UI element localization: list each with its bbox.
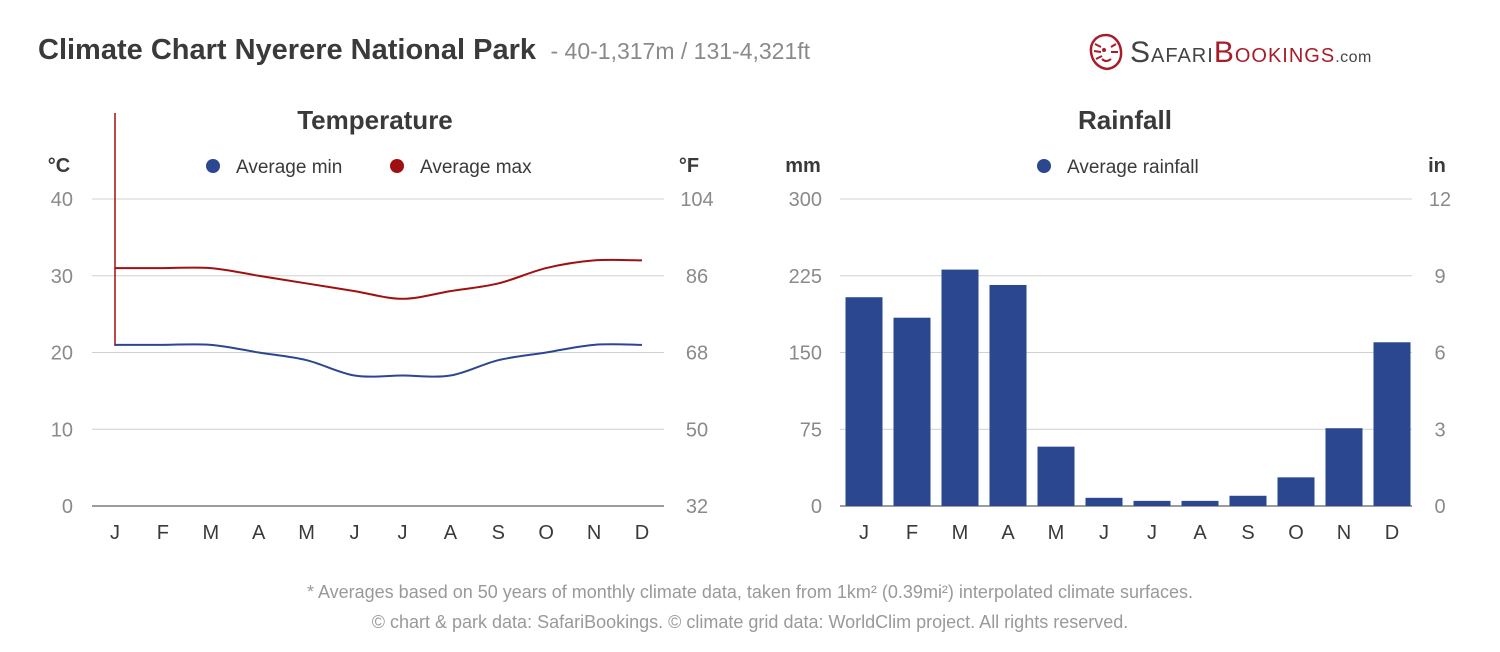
temperature-lines [114, 258, 643, 378]
page-title: Climate Chart Nyerere National Park [38, 34, 537, 66]
x-tick-label: A [444, 522, 458, 544]
temperature-legend: Average min Average max [206, 157, 532, 178]
rainfall-bars [845, 269, 1411, 506]
rainfall-legend: Average rainfall [1037, 157, 1199, 178]
y-tick-label-left: 225 [789, 266, 822, 288]
y-tick-label-left: 30 [51, 266, 73, 288]
y-tick-label-right: 32 [686, 496, 708, 518]
temperature-title: Temperature [297, 105, 453, 135]
brand-safari: S [1130, 36, 1152, 69]
average-min-line [114, 343, 643, 378]
lion-icon [1089, 33, 1123, 71]
x-tick-label: M [202, 522, 219, 544]
x-tick-label: J [350, 522, 360, 544]
x-tick-label: O [538, 522, 554, 544]
x-tick-label: M [298, 522, 315, 544]
x-tick-label: J [859, 522, 869, 544]
celsius-unit-label: °C [48, 155, 70, 177]
brand-wordmark: SAFARIBOOKINGS.com [1130, 36, 1372, 70]
y-tick-label-left: 20 [51, 343, 73, 365]
mm-unit-label: mm [785, 155, 821, 177]
rainfall-bar [1277, 477, 1315, 506]
x-tick-label: J [1147, 522, 1157, 544]
x-tick-label: F [906, 522, 918, 544]
rainfall-y-axis-left: 0 75 150 225 300 [789, 189, 822, 518]
elevation-subtitle: - 40-1,317m / 131-4,321ft [550, 38, 811, 64]
y-tick-label-left: 0 [62, 496, 73, 518]
footnote-copyright: © chart & park data: SafariBookings. © c… [371, 612, 1129, 632]
brand-safari-rest: AFARI [1151, 45, 1214, 67]
rainfall-y-axis-right: 0 3 6 9 12 [1429, 189, 1451, 518]
brand-com: .com [1335, 49, 1372, 66]
rainfall-title: Rainfall [1078, 105, 1172, 135]
legend-average-min: Average min [236, 157, 342, 178]
footnote-averages: * Averages based on 50 years of monthly … [306, 582, 1194, 602]
legend-min-marker [206, 159, 220, 173]
y-tick-label-left: 40 [51, 189, 73, 211]
x-tick-label: A [252, 522, 266, 544]
x-tick-label: S [1241, 522, 1254, 544]
y-tick-label-left: 150 [789, 343, 822, 365]
rainfall-bar [1085, 497, 1123, 506]
y-tick-label-left: 300 [789, 189, 822, 211]
x-tick-label: M [952, 522, 969, 544]
legend-average-rainfall: Average rainfall [1067, 157, 1199, 178]
climate-charts: Temperature °C °F Average min Average ma… [48, 105, 1451, 544]
rainfall-chart: Rainfall mm in Average rainfall 0 75 150 22… [785, 105, 1451, 544]
y-tick-label-right: 104 [680, 189, 713, 211]
rainfall-grid [840, 198, 1412, 507]
y-tick-label-left: 0 [811, 496, 822, 518]
rainfall-bar [1373, 342, 1411, 506]
brand-bookings-rest: OOKINGS [1234, 45, 1336, 67]
x-tick-label: J [1099, 522, 1109, 544]
y-tick-label-right: 12 [1429, 189, 1451, 211]
temperature-y-axis-left: 0 10 20 30 40 [51, 189, 73, 518]
y-tick-label-left: 10 [51, 419, 73, 441]
rainfall-bar [941, 269, 979, 506]
rainfall-bar [989, 284, 1027, 506]
fahrenheit-unit-label: °F [679, 155, 699, 177]
y-tick-label-right: 6 [1434, 343, 1445, 365]
average-max-line [115, 258, 643, 300]
rainfall-bar [1325, 428, 1363, 506]
x-tick-label: S [492, 522, 505, 544]
brand-logo: SAFARIBOOKINGS.com [1086, 30, 1466, 76]
inch-unit-label: in [1428, 155, 1446, 177]
x-tick-label: J [110, 522, 120, 544]
y-tick-label-right: 3 [1434, 419, 1445, 441]
legend-max-marker [390, 159, 404, 173]
y-tick-label-left: 75 [800, 419, 822, 441]
rainfall-bar [845, 297, 883, 506]
y-tick-label-right: 9 [1434, 266, 1445, 288]
temperature-chart: Temperature °C °F Average min Average ma… [48, 105, 714, 544]
x-tick-label: J [397, 522, 407, 544]
x-tick-label: A [1001, 522, 1015, 544]
x-tick-label: F [157, 522, 169, 544]
y-tick-label-right: 50 [686, 419, 708, 441]
temperature-grid [92, 198, 664, 507]
x-tick-label: A [1193, 522, 1207, 544]
rainfall-bar [1133, 500, 1171, 506]
chart-header: Climate Chart Nyerere National Park - 40… [38, 34, 810, 67]
rainfall-bar [893, 317, 931, 506]
legend-average-max: Average max [420, 157, 532, 178]
x-tick-label: O [1288, 522, 1304, 544]
rainfall-bar [1229, 495, 1267, 506]
rainfall-bar [1181, 500, 1219, 506]
y-tick-label-right: 0 [1434, 496, 1445, 518]
brand-bookings: B [1213, 36, 1235, 69]
x-tick-label: N [1337, 522, 1351, 544]
y-tick-label-right: 68 [686, 343, 708, 365]
x-tick-label: D [635, 522, 649, 544]
x-tick-label: M [1048, 522, 1065, 544]
y-tick-label-right: 86 [686, 266, 708, 288]
legend-rain-marker [1037, 159, 1051, 173]
temperature-y-axis-right: 32 50 68 86 104 [680, 189, 713, 518]
x-tick-label: D [1385, 522, 1399, 544]
rainfall-bar [1037, 446, 1075, 506]
x-tick-label: N [587, 522, 601, 544]
